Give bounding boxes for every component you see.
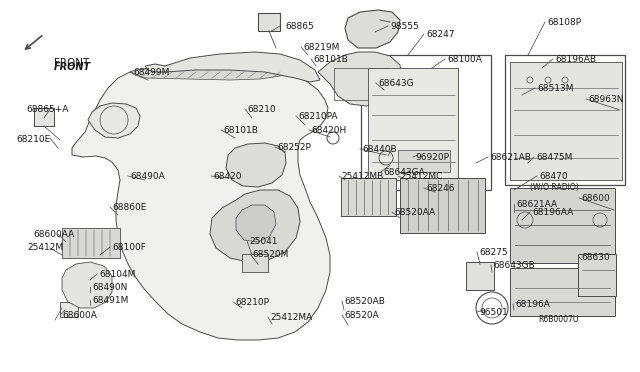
Text: 68275: 68275 — [479, 248, 508, 257]
Text: 68210P: 68210P — [235, 298, 269, 307]
Bar — [258, 13, 280, 31]
Bar — [466, 262, 494, 290]
Text: 68210PA: 68210PA — [298, 112, 337, 121]
Polygon shape — [130, 67, 292, 80]
Text: 68440B: 68440B — [362, 145, 397, 154]
Text: 68499M: 68499M — [133, 68, 170, 77]
Bar — [60, 302, 78, 317]
Text: 68621AA: 68621AA — [516, 200, 557, 209]
Text: 68196AB: 68196AB — [555, 55, 596, 64]
Text: R6B0007U: R6B0007U — [538, 315, 579, 324]
Polygon shape — [236, 205, 276, 242]
Text: 25412MB: 25412MB — [341, 172, 383, 181]
Text: 98555: 98555 — [390, 22, 419, 31]
Text: 68108P: 68108P — [547, 18, 581, 27]
Text: 68520AA: 68520AA — [394, 208, 435, 217]
Text: 68621AB: 68621AB — [490, 153, 531, 162]
Text: FRONT: FRONT — [54, 62, 91, 72]
Text: 68600AA: 68600AA — [33, 230, 74, 239]
Text: 96920P: 96920P — [415, 153, 449, 162]
Text: 68100A: 68100A — [447, 55, 482, 64]
Text: 68196A: 68196A — [515, 300, 550, 309]
Bar — [398, 150, 450, 172]
Text: 68865+A: 68865+A — [26, 105, 68, 114]
Text: 68600A: 68600A — [62, 311, 97, 320]
Bar — [361, 55, 491, 190]
Text: 68104M: 68104M — [99, 270, 136, 279]
Text: (W/O RADIO): (W/O RADIO) — [530, 183, 579, 192]
Text: 68865: 68865 — [285, 22, 314, 31]
Text: 68100F: 68100F — [112, 243, 146, 252]
Text: 68630: 68630 — [581, 253, 610, 262]
Bar — [341, 178, 396, 216]
Text: 68520A: 68520A — [344, 311, 379, 320]
Polygon shape — [72, 65, 330, 340]
Text: 68210: 68210 — [247, 105, 276, 114]
Polygon shape — [210, 190, 300, 262]
Text: 68643G: 68643G — [378, 79, 413, 88]
Bar — [334, 68, 389, 100]
Text: 68600: 68600 — [581, 194, 610, 203]
Text: 68420H: 68420H — [311, 126, 346, 135]
Text: 68643GB: 68643GB — [493, 261, 535, 270]
Text: 68490N: 68490N — [92, 283, 127, 292]
Bar — [62, 228, 120, 258]
Text: 68420: 68420 — [213, 172, 241, 181]
Bar — [510, 188, 615, 263]
Text: 25041: 25041 — [249, 237, 278, 246]
Text: 68513M: 68513M — [537, 84, 573, 93]
Bar — [34, 108, 54, 126]
Text: 68963N: 68963N — [588, 95, 623, 104]
Text: 68643GA: 68643GA — [383, 168, 425, 177]
Polygon shape — [145, 52, 320, 82]
Bar — [242, 254, 268, 272]
Text: 68247: 68247 — [426, 30, 454, 39]
Text: 25412MC: 25412MC — [400, 172, 442, 181]
Polygon shape — [226, 143, 286, 187]
Text: 68470: 68470 — [539, 172, 568, 181]
Text: 96501: 96501 — [479, 308, 508, 317]
Text: 68491M: 68491M — [92, 296, 129, 305]
Text: 68490A: 68490A — [130, 172, 164, 181]
Text: 68252P: 68252P — [277, 143, 311, 152]
Polygon shape — [88, 103, 140, 138]
Text: 68475M: 68475M — [536, 153, 572, 162]
Bar — [400, 178, 485, 233]
Text: 68210E: 68210E — [16, 135, 51, 144]
Polygon shape — [510, 62, 622, 180]
Text: 25412MA: 25412MA — [270, 313, 312, 322]
Text: 25412M: 25412M — [27, 243, 63, 252]
Text: FRONT: FRONT — [54, 58, 89, 68]
Text: 68520AB: 68520AB — [344, 297, 385, 306]
Text: 68520M: 68520M — [252, 250, 289, 259]
Polygon shape — [368, 68, 458, 180]
Text: 68196AA: 68196AA — [532, 208, 573, 217]
Bar — [578, 254, 616, 296]
Polygon shape — [345, 10, 400, 48]
Polygon shape — [62, 262, 112, 308]
Text: 68101B: 68101B — [223, 126, 258, 135]
Text: 68219M: 68219M — [303, 43, 339, 52]
Text: 68101B: 68101B — [313, 55, 348, 64]
Bar — [505, 55, 625, 185]
Text: 68860E: 68860E — [112, 203, 147, 212]
Text: 68246: 68246 — [426, 184, 454, 193]
Polygon shape — [318, 52, 402, 106]
Bar — [510, 268, 615, 316]
